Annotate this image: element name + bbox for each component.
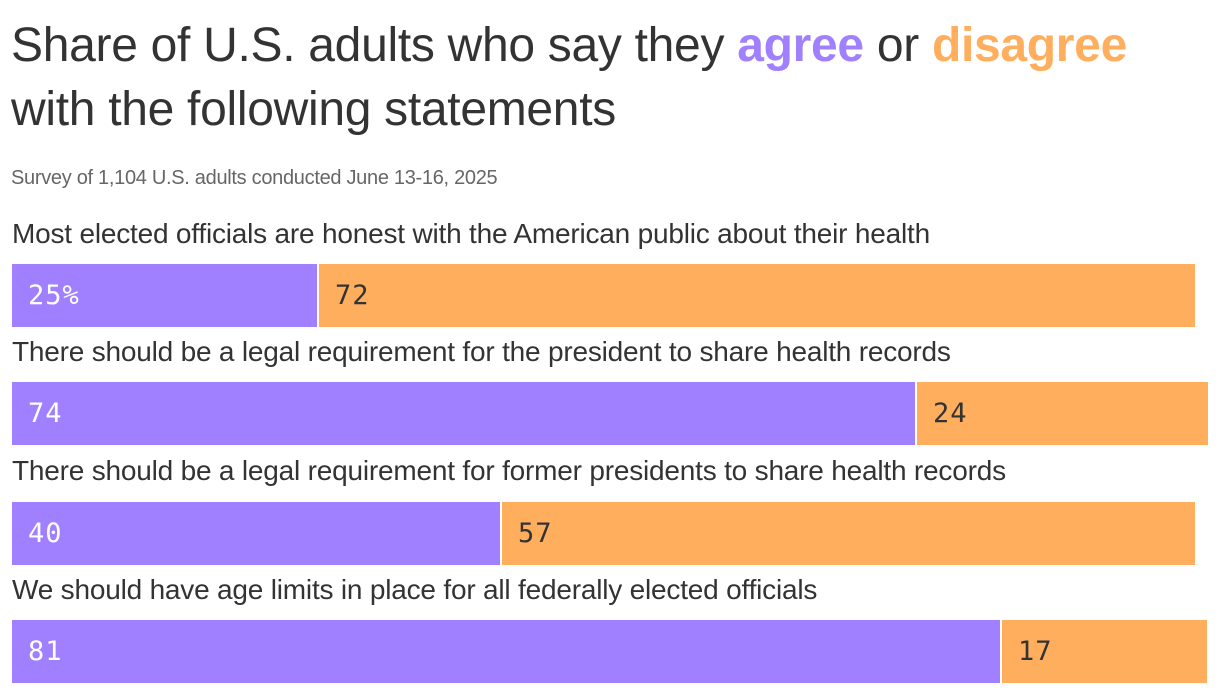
- title-mid: or: [863, 19, 932, 72]
- chart-title: Share of U.S. adults who say they agree …: [11, 14, 1216, 142]
- statement-label: We should have age limits in place for a…: [12, 574, 818, 605]
- disagree-value: 57: [518, 518, 553, 549]
- agree-value: 81: [28, 636, 63, 667]
- agree-value: 40: [28, 518, 63, 549]
- title-disagree-legend: disagree: [931, 19, 1127, 72]
- statement-label: There should be a legal requirement for …: [12, 455, 1006, 486]
- statement-label: Most elected officials are honest with t…: [12, 218, 930, 249]
- title-part2: with the following statements: [11, 83, 616, 136]
- disagree-bar: 72: [319, 264, 1195, 327]
- disagree-value: 72: [335, 280, 370, 311]
- chart-subtitle: Survey of 1,104 U.S. adults conducted Ju…: [11, 167, 498, 189]
- agree-bar: 74: [12, 382, 915, 445]
- disagree-value: 24: [933, 398, 968, 429]
- agree-bar: 40: [12, 502, 500, 565]
- agree-value: 74: [28, 398, 63, 429]
- statement-label: There should be a legal requirement for …: [12, 336, 951, 367]
- disagree-bar: 24: [917, 382, 1208, 445]
- disagree-value: 17: [1018, 636, 1053, 667]
- disagree-bar: 17: [1002, 620, 1207, 683]
- agree-bar: 25%: [12, 264, 317, 327]
- title-part1: Share of U.S. adults who say they: [11, 19, 738, 72]
- disagree-bar: 57: [502, 502, 1195, 565]
- agree-bar: 81: [12, 620, 1000, 683]
- title-agree-legend: agree: [737, 19, 864, 72]
- agree-value: 25%: [28, 280, 80, 311]
